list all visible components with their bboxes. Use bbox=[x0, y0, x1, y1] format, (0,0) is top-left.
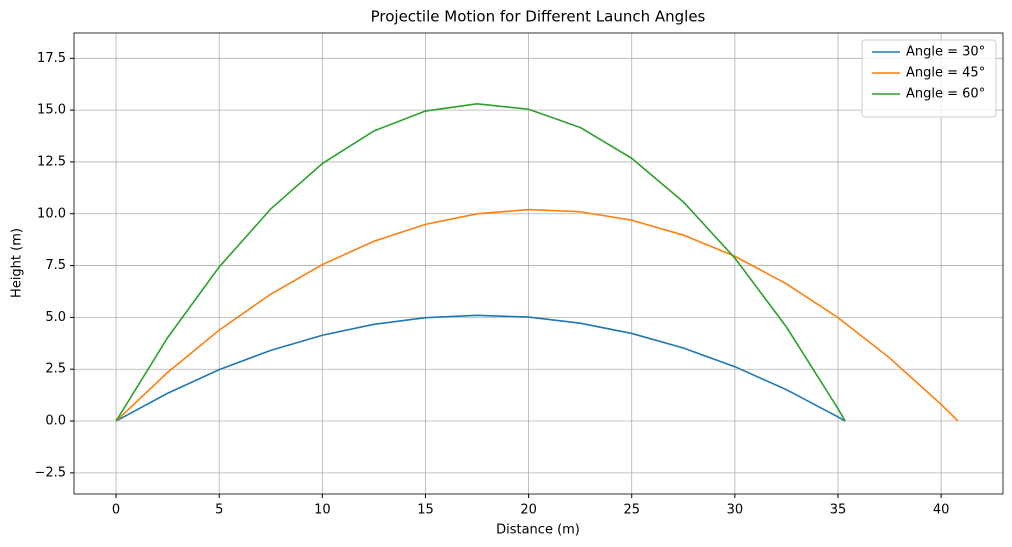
plot-frame bbox=[73, 32, 1004, 495]
line-series bbox=[115, 102, 846, 422]
chart-title: Projectile Motion for Different Launch A… bbox=[371, 8, 706, 26]
legend-label: Angle = 60° bbox=[906, 87, 985, 102]
y-tick-label: 15.0 bbox=[37, 103, 66, 118]
y-tick-label: 5.0 bbox=[45, 310, 66, 325]
x-tick-label: 20 bbox=[520, 503, 537, 518]
y-tick-label: 0.0 bbox=[45, 414, 66, 429]
line-series bbox=[115, 208, 959, 422]
y-axis-label: Height (m) bbox=[10, 228, 25, 298]
y-tick-label: −2.5 bbox=[34, 465, 66, 480]
legend-label: Angle = 45° bbox=[906, 66, 985, 81]
y-tick-label: 10.0 bbox=[37, 206, 66, 221]
legend-label: Angle = 30° bbox=[906, 45, 985, 60]
y-tick-label: 17.5 bbox=[37, 51, 66, 66]
x-tick-label: 15 bbox=[417, 503, 434, 518]
x-tick-label: 0 bbox=[112, 503, 120, 518]
x-tick-label: 10 bbox=[314, 503, 331, 518]
y-tick-label: 2.5 bbox=[45, 362, 66, 377]
x-tick-label: 5 bbox=[215, 503, 223, 518]
y-tick-label: 12.5 bbox=[37, 154, 66, 169]
legend-box bbox=[861, 39, 997, 118]
y-tick-label: 7.5 bbox=[45, 258, 66, 273]
line-series bbox=[115, 314, 846, 422]
x-tick-label: 30 bbox=[727, 503, 744, 518]
x-tick-label: 25 bbox=[623, 503, 640, 518]
x-tick-label: 40 bbox=[933, 503, 950, 518]
x-axis-label: Distance (m) bbox=[496, 523, 580, 538]
x-tick-label: 35 bbox=[830, 503, 847, 518]
